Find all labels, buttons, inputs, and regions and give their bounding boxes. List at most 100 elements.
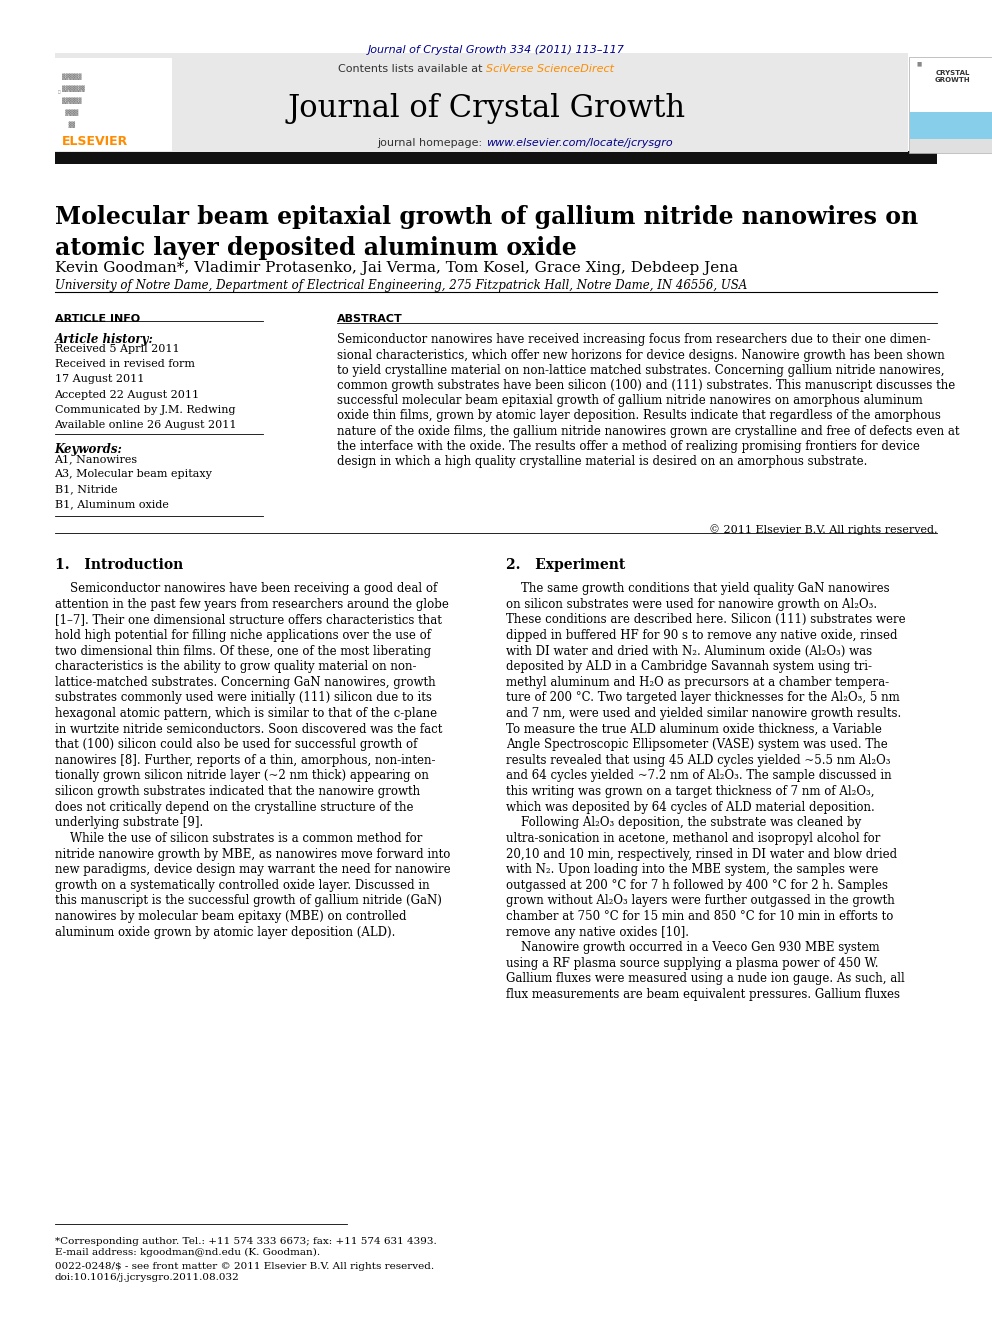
Text: that (100) silicon could also be used for successful growth of: that (100) silicon could also be used fo… — [55, 738, 417, 751]
Text: ABSTRACT: ABSTRACT — [337, 314, 403, 324]
Text: sional characteristics, which offer new horizons for device designs. Nanowire gr: sional characteristics, which offer new … — [337, 348, 945, 361]
Text: 2.   Experiment: 2. Experiment — [506, 558, 625, 573]
Text: new paradigms, device design may warrant the need for nanowire: new paradigms, device design may warrant… — [55, 863, 450, 876]
Text: ▓▓: ▓▓ — [62, 120, 81, 128]
Text: Communicated by J.M. Redwing: Communicated by J.M. Redwing — [55, 405, 235, 415]
Text: To measure the true ALD aluminum oxide thickness, a Variable: To measure the true ALD aluminum oxide t… — [506, 722, 882, 736]
Text: 20,10 and 10 min, respectively, rinsed in DI water and blow dried: 20,10 and 10 min, respectively, rinsed i… — [506, 848, 897, 860]
Text: Following Al₂O₃ deposition, the substrate was cleaned by: Following Al₂O₃ deposition, the substrat… — [506, 816, 861, 830]
Text: B1, Nitride: B1, Nitride — [55, 484, 117, 495]
Text: Journal of Crystal Growth 334 (2011) 113–117: Journal of Crystal Growth 334 (2011) 113… — [368, 45, 624, 56]
Text: hold high potential for filling niche applications over the use of: hold high potential for filling niche ap… — [55, 628, 431, 642]
Text: ▓▓▓▓▓▓: ▓▓▓▓▓▓ — [62, 97, 81, 105]
Text: ■: ■ — [917, 61, 922, 66]
Text: Semiconductor nanowires have been receiving a good deal of: Semiconductor nanowires have been receiv… — [55, 582, 436, 595]
Text: 0022-0248/$ - see front matter © 2011 Elsevier B.V. All rights reserved.: 0022-0248/$ - see front matter © 2011 El… — [55, 1262, 434, 1271]
Text: 1.   Introduction: 1. Introduction — [55, 558, 183, 573]
Text: outgassed at 200 °C for 7 h followed by 400 °C for 2 h. Samples: outgassed at 200 °C for 7 h followed by … — [506, 878, 888, 892]
Text: methyl aluminum and H₂O as precursors at a chamber tempera-: methyl aluminum and H₂O as precursors at… — [506, 676, 889, 689]
Bar — [910, 139, 992, 153]
Bar — [55, 58, 172, 151]
Bar — [55, 53, 908, 152]
Text: nature of the oxide films, the gallium nitride nanowires grown are crystalline a: nature of the oxide films, the gallium n… — [337, 425, 960, 438]
Text: grown without Al₂O₃ layers were further outgassed in the growth: grown without Al₂O₃ layers were further … — [506, 894, 895, 908]
Text: CRYSTAL
GROWTH: CRYSTAL GROWTH — [934, 70, 970, 83]
Text: © 2011 Elsevier B.V. All rights reserved.: © 2011 Elsevier B.V. All rights reserved… — [709, 524, 937, 534]
Text: Contents lists available at: Contents lists available at — [338, 64, 486, 74]
Text: nanowires [8]. Further, reports of a thin, amorphous, non-inten-: nanowires [8]. Further, reports of a thi… — [55, 754, 435, 767]
Text: ⬛: ⬛ — [58, 90, 61, 95]
Text: the interface with the oxide. The results offer a method of realizing promising : the interface with the oxide. The result… — [337, 439, 921, 452]
Text: underlying substrate [9].: underlying substrate [9]. — [55, 816, 202, 830]
Text: and 7 nm, were used and yielded similar nanowire growth results.: and 7 nm, were used and yielded similar … — [506, 706, 901, 720]
Text: E-mail address: kgoodman@nd.edu (K. Goodman).: E-mail address: kgoodman@nd.edu (K. Good… — [55, 1248, 319, 1257]
Text: SciVerse ScienceDirect: SciVerse ScienceDirect — [486, 64, 614, 74]
Text: with DI water and dried with N₂. Aluminum oxide (Al₂O₃) was: with DI water and dried with N₂. Aluminu… — [506, 644, 872, 658]
Text: University of Notre Dame, Department of Electrical Engineering, 275 Fitzpatrick : University of Notre Dame, Department of … — [55, 279, 747, 292]
Text: These conditions are described here. Silicon (111) substrates were: These conditions are described here. Sil… — [506, 614, 906, 626]
Text: Received in revised form: Received in revised form — [55, 359, 194, 369]
Text: with N₂. Upon loading into the MBE system, the samples were: with N₂. Upon loading into the MBE syste… — [506, 863, 878, 876]
Text: oxide thin films, grown by atomic layer deposition. Results indicate that regard: oxide thin films, grown by atomic layer … — [337, 409, 941, 422]
Text: does not critically depend on the crystalline structure of the: does not critically depend on the crysta… — [55, 800, 413, 814]
Text: lattice-matched substrates. Concerning GaN nanowires, growth: lattice-matched substrates. Concerning G… — [55, 676, 435, 689]
Bar — [909, 57, 992, 153]
Text: using a RF plasma source supplying a plasma power of 450 W.: using a RF plasma source supplying a pla… — [506, 957, 879, 970]
Text: growth on a systematically controlled oxide layer. Discussed in: growth on a systematically controlled ox… — [55, 878, 430, 892]
Text: A3, Molecular beam epitaxy: A3, Molecular beam epitaxy — [55, 468, 212, 479]
Text: Received 5 April 2011: Received 5 April 2011 — [55, 344, 180, 355]
Text: remove any native oxides [10].: remove any native oxides [10]. — [506, 926, 688, 938]
Text: doi:10.1016/j.jcrysgro.2011.08.032: doi:10.1016/j.jcrysgro.2011.08.032 — [55, 1273, 239, 1282]
Text: Kevin Goodman*, Vladimir Protasenko, Jai Verma, Tom Kosel, Grace Xing, Debdeep J: Kevin Goodman*, Vladimir Protasenko, Jai… — [55, 261, 738, 275]
Text: The same growth conditions that yield quality GaN nanowires: The same growth conditions that yield qu… — [506, 582, 890, 595]
Text: attention in the past few years from researchers around the globe: attention in the past few years from res… — [55, 598, 448, 611]
Text: ELSEVIER: ELSEVIER — [62, 135, 128, 148]
Bar — [55, 156, 937, 164]
Text: design in which a high quality crystalline material is desired on an amorphous s: design in which a high quality crystalli… — [337, 455, 868, 468]
Text: this writing was grown on a target thickness of 7 nm of Al₂O₃,: this writing was grown on a target thick… — [506, 785, 874, 798]
Text: ▓▓▓▓▓▓: ▓▓▓▓▓▓ — [62, 73, 81, 81]
Text: A1, Nanowires: A1, Nanowires — [55, 454, 138, 464]
Text: tionally grown silicon nitride layer (~2 nm thick) appearing on: tionally grown silicon nitride layer (~2… — [55, 770, 429, 782]
Text: Accepted 22 August 2011: Accepted 22 August 2011 — [55, 389, 199, 400]
Text: ultra-sonication in acetone, methanol and isopropyl alcohol for: ultra-sonication in acetone, methanol an… — [506, 832, 880, 845]
Text: Available online 26 August 2011: Available online 26 August 2011 — [55, 419, 237, 430]
Text: common growth substrates have been silicon (100) and (111) substrates. This manu: common growth substrates have been silic… — [337, 378, 955, 392]
Text: nanowires by molecular beam epitaxy (MBE) on controlled: nanowires by molecular beam epitaxy (MBE… — [55, 910, 406, 923]
Text: Journal of Crystal Growth: Journal of Crystal Growth — [287, 93, 685, 124]
Text: hexagonal atomic pattern, which is similar to that of the c-plane: hexagonal atomic pattern, which is simil… — [55, 706, 436, 720]
Text: 17 August 2011: 17 August 2011 — [55, 374, 144, 385]
Text: ▓▓▓▓▓▓▓: ▓▓▓▓▓▓▓ — [62, 85, 84, 93]
Text: Gallium fluxes were measured using a nude ion gauge. As such, all: Gallium fluxes were measured using a nud… — [506, 972, 905, 986]
Text: results revealed that using 45 ALD cycles yielded ~5.5 nm Al₂O₃: results revealed that using 45 ALD cycle… — [506, 754, 891, 767]
Text: *Corresponding author. Tel.: +11 574 333 6673; fax: +11 574 631 4393.: *Corresponding author. Tel.: +11 574 333… — [55, 1237, 436, 1246]
Text: deposited by ALD in a Cambridge Savannah system using tri-: deposited by ALD in a Cambridge Savannah… — [506, 660, 872, 673]
Bar — [55, 151, 937, 157]
Text: in wurtzite nitride semiconductors. Soon discovered was the fact: in wurtzite nitride semiconductors. Soon… — [55, 722, 441, 736]
Text: characteristics is the ability to grow quality material on non-: characteristics is the ability to grow q… — [55, 660, 416, 673]
Text: on silicon substrates were used for nanowire growth on Al₂O₃.: on silicon substrates were used for nano… — [506, 598, 877, 611]
Text: substrates commonly used were initially (111) silicon due to its: substrates commonly used were initially … — [55, 692, 432, 704]
Text: B1, Aluminum oxide: B1, Aluminum oxide — [55, 499, 169, 509]
Text: which was deposited by 64 cycles of ALD material deposition.: which was deposited by 64 cycles of ALD … — [506, 800, 875, 814]
Text: Keywords:: Keywords: — [55, 443, 122, 456]
Text: silicon growth substrates indicated that the nanowire growth: silicon growth substrates indicated that… — [55, 785, 420, 798]
Text: Nanowire growth occurred in a Veeco Gen 930 MBE system: Nanowire growth occurred in a Veeco Gen … — [506, 941, 880, 954]
Text: and 64 cycles yielded ~7.2 nm of Al₂O₃. The sample discussed in: and 64 cycles yielded ~7.2 nm of Al₂O₃. … — [506, 770, 892, 782]
Text: www.elsevier.com/locate/jcrysgro: www.elsevier.com/locate/jcrysgro — [486, 138, 673, 148]
Bar — [910, 112, 992, 139]
Text: nitride nanowire growth by MBE, as nanowires move forward into: nitride nanowire growth by MBE, as nanow… — [55, 848, 450, 860]
Text: chamber at 750 °C for 15 min and 850 °C for 10 min in efforts to: chamber at 750 °C for 15 min and 850 °C … — [506, 910, 893, 923]
Text: ▓▓▓▓: ▓▓▓▓ — [62, 108, 81, 116]
Text: Article history:: Article history: — [55, 333, 154, 347]
Text: [1–7]. Their one dimensional structure offers characteristics that: [1–7]. Their one dimensional structure o… — [55, 614, 441, 626]
Text: journal homepage:: journal homepage: — [377, 138, 486, 148]
Text: two dimensional thin films. Of these, one of the most liberating: two dimensional thin films. Of these, on… — [55, 644, 431, 658]
Text: this manuscript is the successful growth of gallium nitride (GaN): this manuscript is the successful growth… — [55, 894, 441, 908]
Text: Molecular beam epitaxial growth of gallium nitride nanowires on
atomic layer dep: Molecular beam epitaxial growth of galli… — [55, 205, 918, 259]
Text: ture of 200 °C. Two targeted layer thicknesses for the Al₂O₃, 5 nm: ture of 200 °C. Two targeted layer thick… — [506, 692, 900, 704]
Text: dipped in buffered HF for 90 s to remove any native oxide, rinsed: dipped in buffered HF for 90 s to remove… — [506, 628, 898, 642]
Text: ARTICLE INFO: ARTICLE INFO — [55, 314, 140, 324]
Text: flux measurements are beam equivalent pressures. Gallium fluxes: flux measurements are beam equivalent pr… — [506, 988, 900, 1002]
Text: While the use of silicon substrates is a common method for: While the use of silicon substrates is a… — [55, 832, 422, 845]
